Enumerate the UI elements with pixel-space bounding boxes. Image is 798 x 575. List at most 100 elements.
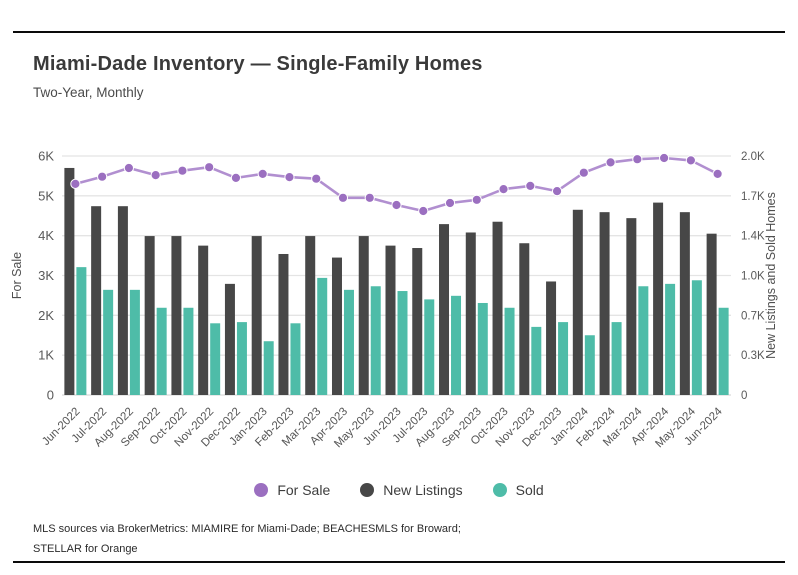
left-axis-tick-label: 5K [38, 188, 54, 203]
right-axis-tick-label: 0.7K [741, 310, 765, 322]
bar-sold [183, 307, 194, 395]
for-sale-point [498, 184, 509, 195]
for-sale-point [418, 205, 429, 217]
bar-sold [504, 307, 515, 395]
for-sale-point [685, 155, 696, 166]
for-sale-point [712, 168, 723, 180]
bar-sold [76, 267, 87, 395]
for-sale-point [551, 186, 563, 197]
top-divider [13, 31, 785, 33]
for-sale-point [364, 192, 375, 203]
bar-sold [129, 289, 140, 395]
page-subtitle: Two-Year, Monthly [33, 85, 144, 100]
bar-new-listings [144, 236, 155, 395]
bar-new-listings [278, 253, 289, 395]
bar-sold [317, 277, 328, 395]
bar-sold [558, 322, 569, 395]
bar-new-listings [64, 167, 75, 395]
bar-sold [343, 289, 354, 395]
bar-sold [718, 307, 729, 395]
bar-new-listings [91, 206, 102, 395]
legend-item-new-listings: New Listings [360, 482, 463, 498]
bar-sold [665, 283, 676, 395]
for-sale-point [70, 178, 81, 190]
for-sale-point [578, 167, 589, 178]
source-note-line-1: MLS sources via BrokerMetrics: MIAMIRE f… [33, 523, 461, 535]
for-sale-point [391, 199, 402, 211]
for-sale-point [284, 172, 295, 183]
bar-new-listings [519, 243, 530, 395]
bar-new-listings [465, 232, 476, 395]
bar-new-listings [679, 212, 690, 395]
bar-new-listings [706, 233, 717, 395]
bar-new-listings [599, 212, 610, 395]
for-sale-point [123, 162, 134, 174]
for-sale-point [337, 192, 349, 203]
bar-sold [397, 291, 408, 395]
bar-new-listings [626, 218, 637, 395]
bar-sold [638, 286, 649, 395]
left-axis-tick-label: 2K [38, 308, 54, 323]
bar-new-listings [224, 283, 235, 395]
bar-new-listings [412, 248, 423, 395]
bar-sold [370, 286, 381, 395]
bottom-divider [13, 561, 785, 563]
for-sale-point [230, 172, 242, 184]
for-sale-point [659, 152, 670, 164]
left-axis-title: For Sale [10, 252, 24, 299]
for-sale-point [150, 170, 161, 181]
for-sale-point [257, 168, 268, 180]
bar-sold [611, 322, 622, 395]
bar-new-listings [439, 224, 450, 395]
right-axis-tick-label: 1.0K [741, 271, 765, 283]
bar-sold [263, 341, 274, 395]
right-axis-tick-label: 0.3K [741, 350, 765, 362]
bar-new-listings [385, 245, 396, 395]
bar-new-listings [546, 281, 557, 395]
legend-item-for-sale: For Sale [254, 482, 330, 498]
for-sale-point [605, 157, 616, 168]
bar-sold [236, 322, 247, 395]
page-title: Miami-Dade Inventory — Single-Family Hom… [33, 53, 483, 75]
inventory-chart: 0 0 1K 0.3K 2K 0.7K 3K 1.0K 4K 1.4K 5K 1.7K 6K 2.0K Fo… [10, 149, 778, 451]
bar-new-listings [198, 245, 209, 395]
for-sale-point [444, 197, 456, 209]
bar-new-listings [331, 257, 342, 395]
bar-sold [210, 323, 221, 395]
bar-sold [584, 335, 595, 395]
legend-label-sold: Sold [515, 482, 544, 498]
chart-legend: For Sale New Listings Sold [0, 482, 798, 498]
bar-sold [290, 323, 301, 395]
right-axis-tick-label: 2.0K [741, 151, 765, 163]
for-sale-point [632, 154, 643, 165]
for-sale-point [177, 165, 188, 176]
for-sale-point [204, 162, 215, 173]
bar-sold [103, 289, 114, 395]
legend-label-for-sale: For Sale [277, 482, 331, 498]
bar-new-listings [358, 236, 369, 395]
bar-new-listings [171, 236, 182, 395]
for-sale-point [97, 171, 108, 182]
bar-new-listings [251, 236, 262, 395]
legend-label-new-listings: New Listings [383, 482, 463, 498]
right-axis-tick-label: 1.7K [741, 191, 765, 203]
bar-sold [477, 302, 488, 395]
bar-sold [451, 295, 462, 395]
for-sale-point [471, 194, 482, 205]
right-axis-tick-label: 0 [741, 390, 747, 402]
left-axis-tick-label: 4K [38, 228, 54, 243]
bar-new-listings [305, 236, 316, 395]
sold-swatch-icon [492, 483, 507, 497]
right-axis-title: New Listings and Sold Homes [764, 192, 778, 359]
for-sale-point [311, 173, 322, 184]
bar-new-listings [117, 206, 128, 395]
bar-new-listings [492, 221, 503, 395]
for-sale-point [525, 180, 536, 192]
left-axis-tick-label: 0 [47, 388, 54, 403]
right-axis-tick-label: 1.4K [741, 231, 765, 243]
left-axis-tick-label: 1K [38, 348, 54, 363]
bar-sold [424, 299, 435, 395]
legend-item-sold: Sold [492, 482, 544, 498]
left-axis-tick-label: 3K [38, 268, 54, 283]
